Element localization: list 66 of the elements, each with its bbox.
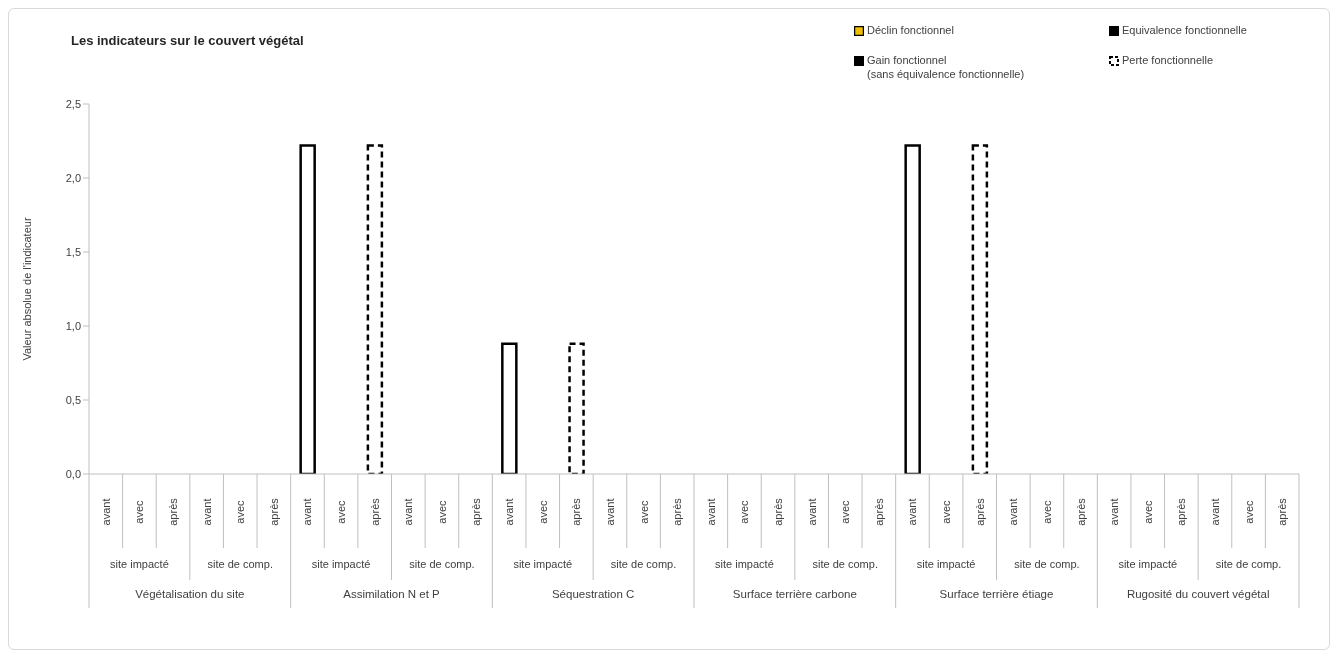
x-tick-label: avant bbox=[1208, 498, 1221, 526]
x-tick-label: après bbox=[570, 497, 583, 526]
text: Surface terrière étiage bbox=[939, 588, 1054, 600]
text: Rugosité du couvert végétal bbox=[1126, 588, 1270, 600]
text: Assimilation N et P bbox=[343, 588, 441, 600]
y-tick-label: 0,0 bbox=[65, 467, 81, 480]
text: site impacté bbox=[110, 558, 169, 570]
text: Séquestration C bbox=[551, 588, 635, 600]
x-tick-label: après bbox=[772, 497, 785, 526]
x-tick-label: avec bbox=[637, 499, 650, 524]
x-tick-label: avec bbox=[1242, 499, 1255, 524]
text: Végétalisation du site bbox=[135, 588, 245, 600]
x-tick-label: après bbox=[872, 497, 885, 526]
legend-label: Equivalence fonctionnelle bbox=[1122, 23, 1247, 37]
text: site impacté bbox=[916, 558, 976, 570]
x-tick-label: avec bbox=[738, 499, 751, 524]
x-tick-label: avant bbox=[503, 498, 516, 526]
x-tick-label: avec bbox=[335, 499, 348, 524]
y-axis-title: Valeur absolue de l'indicateur bbox=[20, 217, 33, 361]
text: site impacté bbox=[311, 558, 371, 570]
text: site de comp. bbox=[207, 558, 273, 570]
y-tick-label: 2,5 bbox=[65, 97, 81, 110]
y-tick-label: 2,0 bbox=[65, 171, 81, 184]
text: site impacté bbox=[513, 558, 573, 570]
x-tick-label: après bbox=[368, 497, 381, 526]
y-tick-label: 1,0 bbox=[65, 319, 81, 332]
x-tick-label: avant bbox=[1007, 498, 1020, 526]
x-tick-label: avant bbox=[603, 498, 616, 526]
x-tick-label: avec bbox=[940, 499, 953, 524]
x-tick-label: après bbox=[167, 497, 180, 526]
text: site impacté bbox=[1118, 558, 1178, 570]
text: site impacté bbox=[715, 558, 774, 570]
x-tick-label: avec bbox=[1040, 499, 1053, 524]
chart-title: Les indicateurs sur le couvert végétal bbox=[71, 33, 304, 48]
x-tick-label: avec bbox=[536, 499, 549, 524]
legend-label: Perte fonctionnelle bbox=[1122, 53, 1214, 67]
x-tick-label: avant bbox=[200, 498, 213, 526]
text: site de comp. bbox=[409, 558, 475, 570]
x-tick-label: avant bbox=[704, 498, 717, 526]
text: site de comp. bbox=[1215, 558, 1282, 570]
legend-label: Gain fonctionnel (sans équivalence fonctionnelle) bbox=[867, 53, 1025, 81]
x-tick-label: après bbox=[1276, 497, 1289, 526]
x-tick-label: avant bbox=[805, 498, 818, 526]
x-tick-label: avant bbox=[402, 498, 415, 526]
x-tick-label: avant bbox=[1108, 498, 1121, 526]
x-tick-label: avant bbox=[301, 498, 314, 526]
y-tick-label: 1,5 bbox=[65, 245, 81, 258]
text: site de comp. bbox=[1014, 558, 1080, 570]
x-tick-label: avec bbox=[839, 499, 852, 524]
x-tick-label: après bbox=[671, 497, 684, 526]
legend-label: Déclin fonctionnel bbox=[867, 23, 954, 37]
x-tick-label: après bbox=[1074, 497, 1087, 526]
x-tick-label: après bbox=[469, 497, 482, 526]
text: site de comp. bbox=[610, 558, 677, 570]
x-tick-label: après bbox=[1175, 497, 1188, 526]
y-tick-label: 0,5 bbox=[65, 393, 81, 406]
x-tick-label: après bbox=[267, 497, 280, 526]
x-tick-label: avant bbox=[99, 498, 112, 526]
x-tick-label: avec bbox=[234, 499, 247, 524]
text: site de comp. bbox=[812, 558, 878, 570]
x-tick-label: après bbox=[973, 497, 986, 526]
x-tick-label: avec bbox=[1141, 499, 1154, 524]
x-tick-label: avec bbox=[133, 499, 146, 524]
x-tick-label: avant bbox=[906, 498, 919, 526]
x-tick-label: avec bbox=[435, 499, 448, 524]
text: Surface terrière carbone bbox=[732, 588, 857, 600]
